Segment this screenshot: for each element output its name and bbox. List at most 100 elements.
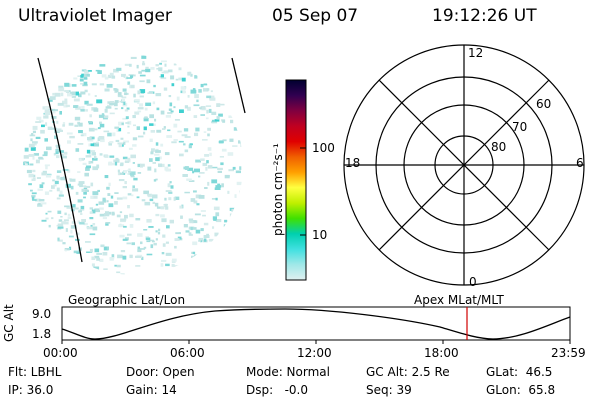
speckle — [146, 79, 151, 84]
speckle — [44, 106, 51, 110]
speckle — [160, 214, 165, 218]
speckle — [108, 182, 111, 187]
speckle — [89, 207, 94, 210]
speckle — [32, 169, 36, 173]
speckle — [214, 187, 221, 190]
speckle — [195, 194, 202, 199]
speckle — [77, 220, 81, 224]
speckle — [164, 197, 167, 201]
info-mode: Mode: Normal — [246, 365, 330, 379]
speckle — [109, 101, 115, 103]
speckle — [34, 142, 37, 146]
speckle — [194, 213, 201, 216]
speckle — [84, 172, 89, 177]
speckle — [92, 223, 96, 226]
speckle — [123, 225, 127, 228]
speckle — [83, 187, 88, 190]
speckle — [64, 205, 70, 208]
speckle — [173, 139, 178, 142]
speckle — [125, 122, 130, 124]
polar-hour-0: 0 — [469, 275, 477, 289]
speckle — [130, 85, 135, 89]
info-ip: IP: 36.0 — [8, 383, 54, 397]
speckle — [227, 152, 234, 156]
speckle — [28, 143, 35, 148]
speckle — [29, 163, 34, 166]
speckle — [44, 191, 50, 195]
speckle — [39, 184, 44, 188]
speckle — [74, 116, 81, 121]
speckle — [123, 140, 129, 143]
speckle — [126, 77, 133, 79]
speckle — [80, 91, 86, 95]
speckle — [168, 191, 173, 194]
timeline-tick-3: 18:00 — [424, 346, 459, 360]
speckle — [24, 163, 28, 165]
speckle — [221, 183, 224, 188]
speckle — [127, 233, 132, 236]
speckle — [213, 219, 217, 221]
speckle — [180, 86, 186, 90]
speckle — [198, 175, 201, 178]
speckle — [139, 74, 146, 77]
info-dsp: Dsp: -0.0 — [246, 383, 309, 397]
speckle — [71, 221, 75, 224]
speckle — [155, 93, 162, 97]
speckle — [212, 226, 215, 229]
speckle — [118, 179, 125, 182]
speckle — [94, 208, 100, 213]
speckle — [91, 263, 95, 267]
speckle — [184, 191, 190, 194]
speckle — [79, 221, 85, 225]
speckle — [145, 102, 152, 106]
speckle — [196, 203, 200, 206]
speckle — [215, 219, 222, 223]
speckle — [124, 109, 129, 112]
speckle — [67, 213, 71, 217]
speckle — [198, 240, 202, 242]
speckle — [54, 135, 58, 139]
speckle — [200, 240, 203, 243]
speckle — [100, 244, 105, 248]
speckle — [51, 127, 58, 130]
speckle — [118, 143, 123, 148]
speckle — [109, 72, 114, 76]
speckle — [223, 224, 228, 228]
speckle — [88, 160, 91, 165]
speckle — [195, 229, 201, 234]
speckle — [116, 67, 122, 71]
speckle — [104, 175, 109, 179]
speckle — [207, 181, 210, 186]
speckle — [133, 124, 136, 127]
speckle — [236, 181, 242, 186]
speckle — [92, 157, 98, 161]
speckle — [141, 55, 147, 59]
speckle — [221, 148, 227, 152]
speckle — [96, 99, 103, 104]
speckle — [168, 108, 172, 111]
speckle — [122, 196, 128, 200]
speckle — [211, 119, 215, 122]
speckle — [71, 84, 77, 87]
speckle — [142, 61, 145, 65]
speckle — [99, 207, 104, 210]
speckle — [134, 111, 140, 115]
info-seq: Seq: 39 — [366, 383, 412, 397]
speckle — [81, 69, 87, 72]
speckle — [213, 206, 220, 211]
speckle — [200, 114, 205, 116]
speckle — [134, 99, 140, 102]
speckle — [88, 127, 95, 132]
speckle — [41, 219, 47, 222]
info-glat: GLat: 46.5 — [486, 365, 553, 379]
speckle — [167, 129, 171, 132]
speckle — [234, 194, 237, 198]
speckle — [62, 124, 65, 127]
speckle — [41, 124, 45, 128]
info-glon: GLon: 65.8 — [486, 383, 556, 397]
speckle — [189, 220, 194, 224]
speckle — [56, 224, 59, 227]
speckle — [206, 109, 209, 114]
speckle — [121, 122, 124, 125]
speckle — [158, 67, 163, 72]
